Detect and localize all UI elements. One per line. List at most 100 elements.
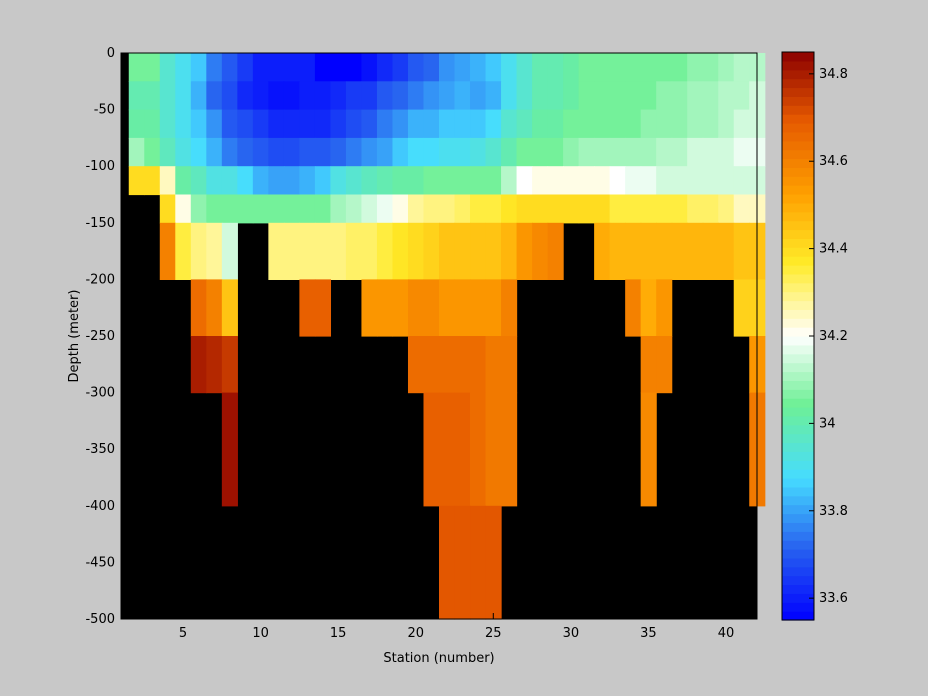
heatmap-cell	[594, 137, 611, 167]
colorbar-segment	[782, 398, 814, 408]
heatmap-cell	[299, 81, 316, 111]
heatmap-cell	[345, 81, 363, 111]
heatmap-cell	[392, 53, 409, 82]
colorbar-strip	[782, 52, 814, 621]
colorbar-segment	[782, 504, 814, 515]
heatmap-cell	[501, 194, 518, 224]
heatmap-cell	[361, 109, 378, 139]
heatmap-cell	[470, 137, 487, 167]
heatmap-cell	[345, 194, 363, 224]
heatmap-cell	[733, 81, 750, 111]
heatmap-cell	[376, 137, 394, 167]
heatmap-cell	[268, 222, 285, 280]
heatmap-cell	[609, 81, 626, 111]
heatmap-cell	[594, 53, 611, 82]
colorbar-segment	[782, 451, 814, 461]
colorbar-segment	[782, 531, 814, 541]
heatmap-cell	[252, 109, 269, 139]
heatmap-cell	[221, 336, 238, 394]
colorbar-segment	[782, 318, 814, 328]
heatmap-cell	[407, 109, 425, 139]
heatmap-cell	[470, 392, 487, 507]
x-tick-label: 30	[563, 626, 580, 641]
heatmap-cell	[718, 81, 735, 111]
heatmap-cell	[702, 109, 719, 139]
heatmap-cell	[268, 137, 285, 167]
heatmap-cell	[237, 194, 254, 224]
colorbar-segment	[782, 220, 814, 231]
heatmap-cell	[392, 109, 409, 139]
heatmap-cell	[206, 279, 223, 337]
heatmap-cell	[128, 53, 145, 82]
heatmap-cell	[190, 194, 207, 224]
x-tick-label: 5	[179, 626, 187, 641]
heatmap-cell	[175, 222, 192, 280]
heatmap-cell	[470, 194, 487, 224]
heatmap-cell	[578, 109, 595, 139]
colorbar-segment	[782, 442, 814, 452]
heatmap-cell	[687, 109, 704, 139]
heatmap-cell	[594, 166, 611, 196]
heatmap-cell	[237, 109, 254, 139]
heatmap-cell	[625, 109, 642, 139]
y-tick-label: -400	[85, 499, 115, 514]
heatmap-cell	[268, 194, 285, 224]
heatmap-cell	[470, 279, 487, 337]
heatmap-cell	[485, 222, 502, 280]
heatmap-cell	[144, 137, 161, 167]
heatmap-cell	[733, 222, 750, 280]
heatmap-cell	[470, 109, 487, 139]
heatmap-cell	[470, 336, 487, 394]
heatmap-cell	[299, 194, 316, 224]
heatmap-cell	[376, 166, 394, 196]
heatmap-cell	[702, 166, 719, 196]
colorbar-segment	[782, 247, 814, 257]
heatmap-cell	[190, 109, 207, 139]
heatmap-cell	[547, 53, 564, 82]
salinity-section-plot	[120, 52, 766, 620]
heatmap-cell	[656, 53, 673, 82]
heatmap-cell	[532, 137, 549, 167]
heatmap-cell	[454, 279, 471, 337]
x-tick-label: 10	[252, 626, 269, 641]
heatmap-cell	[733, 279, 750, 337]
heatmap-cell	[376, 279, 394, 337]
heatmap-cell	[252, 53, 269, 82]
colorbar-segment	[782, 584, 814, 594]
colorbar-segment	[782, 158, 814, 168]
colorbar-segment	[782, 549, 814, 559]
colorbar-segment	[782, 211, 814, 222]
heatmap-cell	[609, 166, 626, 196]
heatmap-cell	[532, 53, 549, 82]
heatmap-cell	[439, 336, 456, 394]
colorbar-segment	[782, 469, 814, 479]
heatmap-cell	[563, 81, 580, 111]
heatmap-cell	[656, 109, 673, 139]
heatmap-cell	[330, 137, 347, 167]
heatmap-cell	[283, 194, 300, 224]
heatmap-cell	[423, 336, 440, 394]
colorbar-segment	[782, 96, 814, 106]
heatmap-cell	[175, 194, 192, 224]
heatmap-cell	[640, 137, 657, 167]
heatmap-cell	[283, 137, 300, 167]
heatmap-cell	[159, 222, 176, 280]
heatmap-cell	[283, 166, 300, 196]
colorbar-segment	[782, 495, 814, 506]
colorbar-segment	[782, 167, 814, 177]
heatmap-cell	[625, 194, 642, 224]
heatmap-cell	[221, 109, 238, 139]
heatmap-cell	[144, 81, 161, 111]
heatmap-cell	[733, 166, 750, 196]
heatmap-cell	[439, 392, 456, 507]
colorbar-tick-label: 34	[819, 416, 836, 431]
colorbar-tick-label: 34.8	[819, 67, 848, 82]
heatmap-cell	[252, 166, 269, 196]
heatmap-cell	[640, 194, 657, 224]
colorbar-segment	[782, 353, 814, 364]
colorbar-segment	[782, 185, 814, 195]
heatmap-cell	[376, 194, 394, 224]
heatmap-cell	[206, 137, 223, 167]
y-tick-label: -200	[85, 272, 115, 287]
heatmap-cell	[547, 194, 564, 224]
